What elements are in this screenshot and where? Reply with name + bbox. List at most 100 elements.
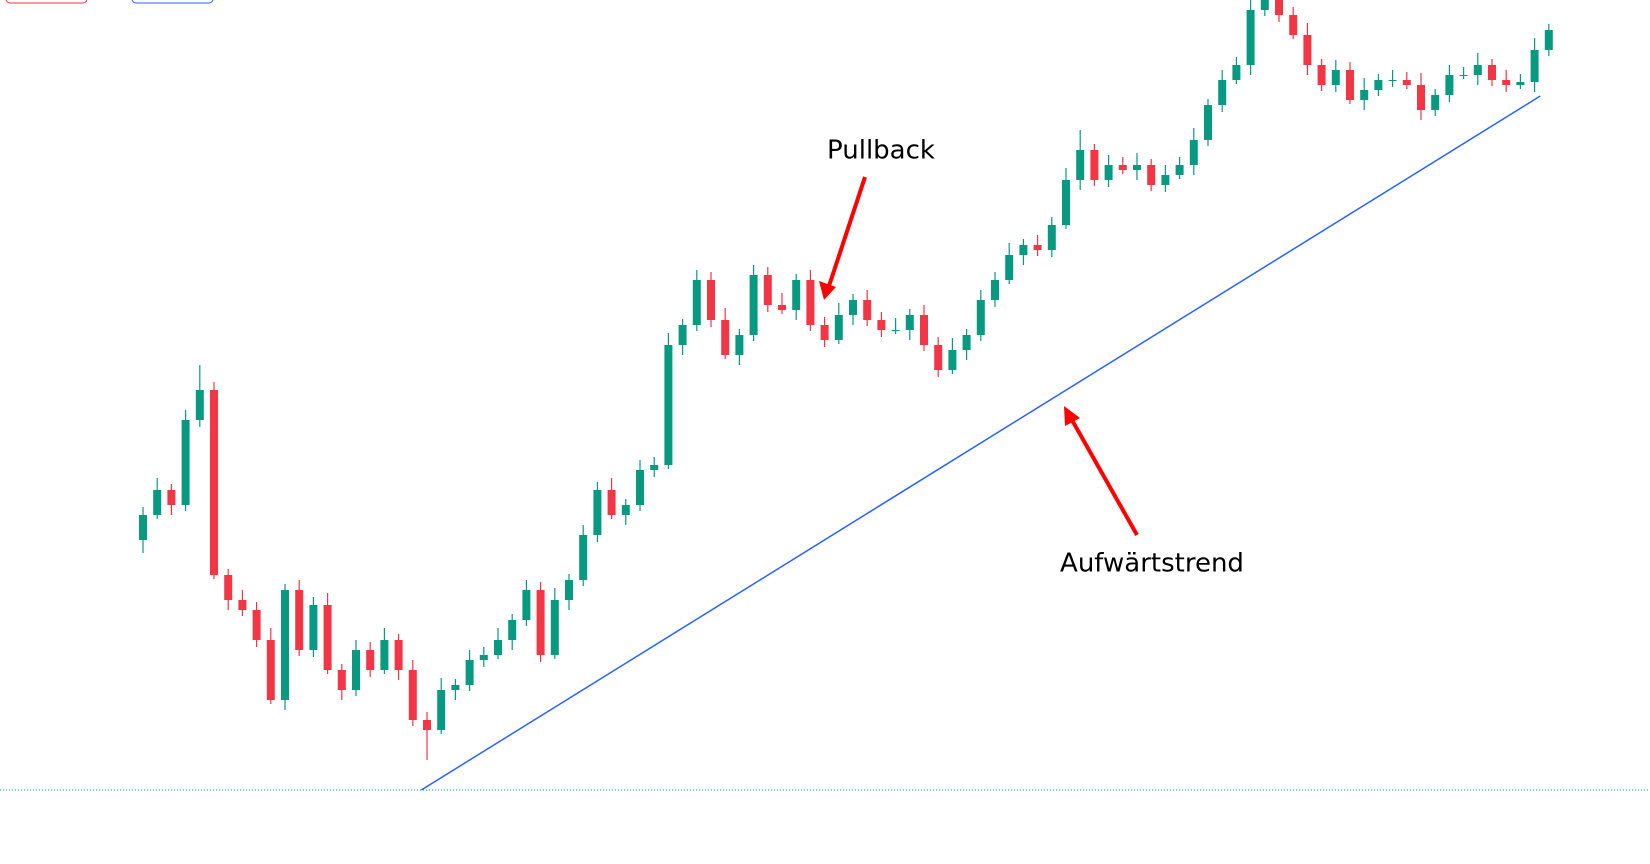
candle-body [678, 325, 687, 345]
annotation-arrow [1064, 406, 1139, 536]
candle-body [1033, 245, 1042, 250]
candle-body [1488, 65, 1496, 80]
candle-body [494, 640, 502, 655]
candle-body [550, 600, 559, 655]
candle-body [1402, 80, 1411, 85]
candle-body [1303, 35, 1312, 65]
candle-body [948, 350, 957, 370]
candle-body [905, 315, 914, 330]
candle-body [991, 280, 999, 300]
candle-body [692, 280, 701, 325]
trendline [420, 95, 1541, 791]
candle-body [352, 650, 360, 690]
candle-body [1388, 80, 1397, 81]
candle-body [1417, 85, 1425, 110]
candle-body [621, 505, 630, 515]
candle-body [536, 590, 545, 655]
candle-body [1459, 75, 1468, 76]
candle-body [1331, 70, 1340, 85]
toolbar-button[interactable] [5, 0, 88, 4]
candle-body [366, 650, 375, 670]
candle-body [593, 490, 602, 535]
candle-body [210, 390, 218, 575]
candle-body [650, 465, 659, 470]
candle-body [891, 330, 900, 331]
candle-body [423, 720, 431, 730]
candle-body [636, 470, 644, 505]
candle-body [1175, 165, 1184, 175]
candle-body [877, 320, 886, 330]
candle-body [1260, 0, 1269, 10]
candle-body [1076, 150, 1085, 180]
candle-body [1473, 65, 1482, 75]
candle-body [849, 300, 857, 315]
candle-body [1161, 175, 1170, 185]
candle-body [1019, 245, 1028, 255]
candle-body [437, 690, 446, 730]
candle-body [508, 620, 517, 640]
candle-body [139, 515, 147, 540]
candle-body [195, 390, 204, 420]
candle-body [153, 490, 162, 515]
candle-body [749, 275, 758, 335]
candle-body [1445, 75, 1454, 95]
candle-body [451, 685, 460, 690]
candle-body [1232, 65, 1241, 80]
candle-body [806, 280, 815, 325]
candle-body [181, 420, 190, 505]
candle-body [579, 535, 588, 580]
candle-body [1275, 0, 1283, 15]
candle-body [1530, 50, 1539, 82]
candle-body [337, 670, 346, 690]
candle-body [1204, 105, 1212, 140]
candle-body [1246, 10, 1255, 65]
candle-body [167, 490, 176, 505]
candle-body [394, 640, 403, 670]
candle-body [224, 575, 233, 600]
candle-body [721, 320, 730, 355]
candle-body [707, 280, 715, 320]
candle-body [792, 280, 801, 310]
candle-body [934, 345, 943, 370]
candle-body [735, 335, 744, 355]
candle-body [1516, 82, 1525, 85]
candle-body [1047, 225, 1056, 250]
toolbar-button[interactable] [131, 0, 214, 4]
candle-body [309, 605, 318, 650]
candle-body [1544, 30, 1553, 50]
candle-body [479, 655, 488, 660]
annotation-text: Pullback [827, 136, 935, 166]
candle-body [380, 640, 389, 670]
candle-body [295, 590, 304, 650]
candle-body [408, 670, 417, 720]
candle-body [1289, 15, 1298, 35]
candle-body [834, 315, 843, 340]
candle-body [920, 315, 928, 345]
candle-body [1374, 80, 1383, 90]
candle-body [1346, 70, 1354, 100]
candle-body [238, 600, 247, 610]
candle-body [962, 335, 971, 350]
candle-body [1133, 165, 1141, 170]
candle-body [778, 305, 786, 310]
candle-body [281, 590, 289, 700]
candle-body [976, 300, 985, 335]
candle-body [1118, 165, 1127, 170]
candle-body [252, 610, 261, 640]
candle-body [323, 605, 332, 670]
candle-body [1062, 180, 1070, 225]
candle-body [1502, 80, 1511, 85]
candle-body [664, 345, 673, 465]
candle-body [266, 640, 275, 700]
candle-body [1218, 80, 1227, 105]
candle-body [1360, 90, 1369, 100]
candle-body [763, 275, 772, 305]
candle-body [565, 580, 573, 600]
candle-body [820, 325, 829, 340]
annotation-arrow [819, 176, 867, 300]
candle-body [863, 300, 872, 320]
candle-body [465, 660, 474, 685]
candle-body [1090, 150, 1099, 180]
candle-body [1431, 95, 1440, 110]
